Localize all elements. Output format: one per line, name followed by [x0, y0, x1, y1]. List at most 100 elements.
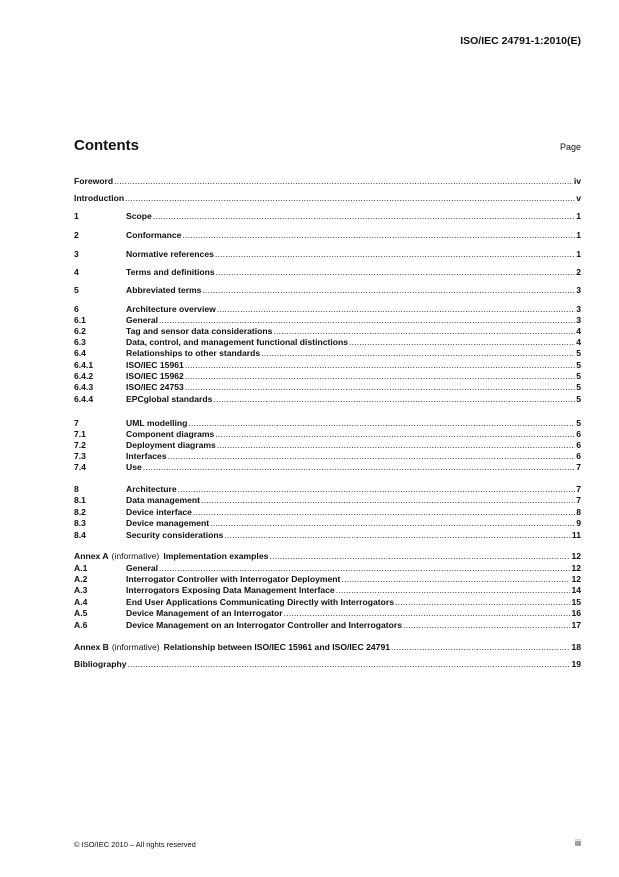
entry-page: 12 [571, 551, 581, 561]
toc-entry[interactable]: 6.3 Data, control, and management functio… [74, 337, 581, 349]
entry-page: 5 [576, 394, 581, 404]
entry-page: 5 [576, 360, 581, 370]
toc-entry[interactable]: 6.4.4 EPCglobal standards 5 [74, 394, 581, 406]
entry-page: 5 [576, 382, 581, 392]
section-number: 8.2 [74, 507, 86, 517]
section-number: 2 [74, 230, 79, 240]
dot-leader [336, 585, 571, 595]
section-number: 7.2 [74, 440, 86, 450]
toc-entry[interactable]: 7 UML modelling 5 [74, 418, 581, 430]
page-column-label: Page [559, 142, 581, 152]
dot-leader [391, 642, 570, 652]
dot-leader [261, 348, 575, 358]
entry-title: Device Management of an Interrogator [126, 608, 283, 618]
entry-title: Device management [126, 518, 210, 528]
entry-title: Introduction [74, 193, 125, 203]
dot-leader [216, 267, 576, 277]
toc-entry[interactable]: A.6 Device Management on an Interrogator … [74, 620, 581, 632]
toc-entry[interactable]: 6.4.2 ISO/IEC 15962 5 [74, 371, 581, 383]
toc-entry[interactable]: 8.3 Device management 9 [74, 518, 581, 530]
toc-entry[interactable]: 7.3 Interfaces 6 [74, 451, 581, 463]
entry-title: Device Management on an Interrogator Con… [126, 620, 402, 630]
entry-title: Scope [126, 211, 152, 221]
entry-page: 12 [571, 574, 581, 584]
entry-title: End User Applications Communicating Dire… [126, 597, 395, 607]
document-id: ISO/IEC 24791-1:2010(E) [460, 35, 581, 47]
section-number: 7 [74, 418, 79, 428]
dot-leader [217, 440, 575, 450]
dot-leader [213, 394, 575, 404]
dot-leader [128, 659, 571, 669]
entry-page: 18 [571, 642, 581, 652]
entry-page: 5 [576, 348, 581, 358]
toc-entry[interactable]: Foreword iv [74, 176, 581, 188]
toc-entry[interactable]: 8.2 Device interface 8 [74, 507, 581, 519]
toc-entry[interactable]: 3 Normative references 1 [74, 249, 581, 261]
annex-note: (informative) [111, 551, 160, 561]
toc-entry[interactable]: 6.4.1 ISO/IEC 15961 5 [74, 360, 581, 372]
section-number: A.6 [74, 620, 88, 630]
entry-title: General [126, 315, 159, 325]
entry-page: 1 [576, 249, 581, 259]
entry-page: v [576, 193, 581, 203]
toc-entry[interactable]: 8.4 Security considerations 11 [74, 530, 581, 542]
entry-title: Foreword [74, 176, 114, 186]
toc-entry[interactable]: Introduction v [74, 193, 581, 205]
toc-entry[interactable]: 6.1 General 3 [74, 315, 581, 327]
toc-entry[interactable]: A.1 General 12 [74, 563, 581, 575]
dot-leader [341, 574, 570, 584]
entry-title: Interrogators Exposing Data Management I… [126, 585, 335, 595]
entry-page: 7 [576, 495, 581, 505]
entry-page: 12 [571, 563, 581, 573]
entry-title: Component diagrams [126, 429, 215, 439]
section-number: 6.4.1 [74, 360, 94, 370]
section-number: 7.1 [74, 429, 86, 439]
toc-entry[interactable]: 6 Architecture overview 3 [74, 304, 581, 316]
toc-entry[interactable]: Annex A (informative) Implementation examp… [74, 551, 581, 563]
toc-entry[interactable]: 4 Terms and definitions 2 [74, 267, 581, 279]
toc-entry[interactable]: 7.2 Deployment diagrams 6 [74, 440, 581, 452]
toc-entry[interactable]: A.3 Interrogators Exposing Data Managemen… [74, 585, 581, 597]
entry-title: Interrogator Controller with Interrogato… [126, 574, 341, 584]
annex-label: Annex B [74, 642, 109, 652]
entry-page: 7 [576, 462, 581, 472]
toc-entry[interactable]: A.4 End User Applications Communicating D… [74, 597, 581, 609]
section-number: 6.3 [74, 337, 86, 347]
toc-entry[interactable]: 6.4.3 ISO/IEC 24753 5 [74, 382, 581, 394]
section-number: 3 [74, 249, 79, 259]
entry-title: Deployment diagrams [126, 440, 216, 450]
section-number: 5 [74, 285, 79, 295]
dot-leader [284, 608, 571, 618]
dot-leader [403, 620, 570, 630]
toc-entry[interactable]: 6.4 Relationships to other standards 5 [74, 348, 581, 360]
entry-page: 17 [571, 620, 581, 630]
entry-page: 2 [576, 267, 581, 277]
toc-entry[interactable]: 8 Architecture 7 [74, 484, 581, 496]
entry-title: Security considerations [126, 530, 224, 540]
entry-title: Implementation examples [163, 551, 269, 561]
toc-entry[interactable]: A.2 Interrogator Controller with Interrog… [74, 574, 581, 586]
dot-leader [182, 230, 575, 240]
toc-entry[interactable]: 7.4 Use 7 [74, 462, 581, 474]
entry-title: Interfaces [126, 451, 167, 461]
toc-entry[interactable]: 1 Scope 1 [74, 211, 581, 223]
toc-entry[interactable]: 8.1 Data management 7 [74, 495, 581, 507]
dot-leader [159, 315, 575, 325]
toc-entry[interactable]: 2 Conformance 1 [74, 230, 581, 242]
dot-leader [202, 285, 575, 295]
entry-page: 1 [576, 230, 581, 240]
dot-leader [201, 495, 575, 505]
annex-note: (informative) [111, 642, 160, 652]
dot-leader [159, 563, 570, 573]
entry-page: 3 [576, 315, 581, 325]
section-number: 6.4 [74, 348, 86, 358]
toc-entry[interactable]: 7.1 Component diagrams 6 [74, 429, 581, 441]
entry-title: Bibliography [74, 659, 127, 669]
entry-title: ISO/IEC 15962 [126, 371, 184, 381]
copyright-notice: © ISO/IEC 2010 – All rights reserved [74, 840, 196, 849]
toc-entry[interactable]: Bibliography 19 [74, 659, 581, 671]
toc-entry[interactable]: 5 Abbreviated terms 3 [74, 285, 581, 297]
toc-entry[interactable]: Annex B (informative) Relationship between… [74, 642, 581, 654]
toc-entry[interactable]: A.5 Device Management of an Interrogator 1… [74, 608, 581, 620]
toc-entry[interactable]: 6.2 Tag and sensor data considerations 4 [74, 326, 581, 338]
